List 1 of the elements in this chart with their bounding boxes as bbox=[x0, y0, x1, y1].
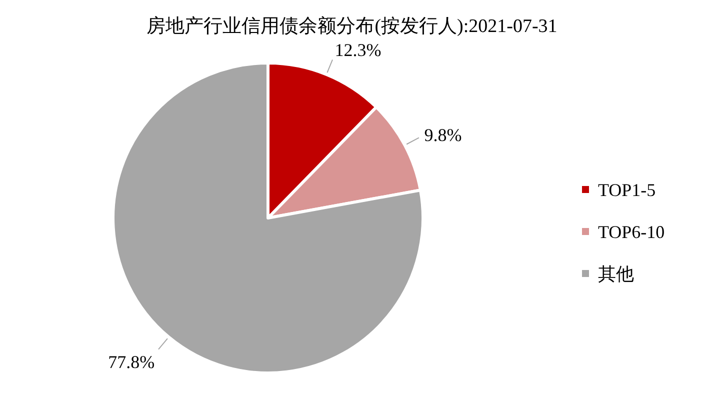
title: 房地产行业信用债余额分布(按发行人):2021-07-31 bbox=[146, 16, 558, 37]
